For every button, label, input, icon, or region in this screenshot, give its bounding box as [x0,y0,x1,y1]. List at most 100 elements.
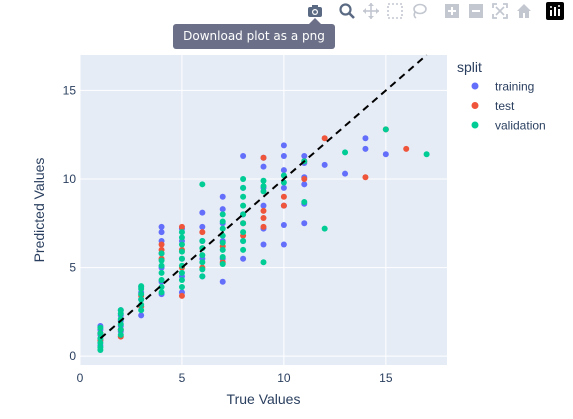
data-point-validation[interactable] [260,183,267,190]
pan-icon[interactable] [362,2,382,22]
data-point-training[interactable] [280,167,287,174]
data-point-validation[interactable] [117,326,124,333]
data-point-validation[interactable] [260,188,267,195]
data-point-training[interactable] [280,222,287,229]
data-point-training[interactable] [240,255,247,262]
data-point-training[interactable] [199,223,206,230]
legend-marker-test[interactable] [471,102,479,109]
data-point-validation[interactable] [199,181,206,188]
data-point-validation[interactable] [199,252,206,259]
data-point-validation[interactable] [301,199,308,206]
data-point-validation[interactable] [219,218,226,225]
data-point-training[interactable] [219,193,226,200]
data-point-validation[interactable] [240,246,247,253]
data-point-validation[interactable] [382,126,389,133]
data-point-validation[interactable] [321,225,328,232]
data-point-test[interactable] [403,145,410,152]
data-point-test[interactable] [158,241,165,248]
data-point-training[interactable] [342,170,349,177]
data-point-training[interactable] [301,152,308,159]
zoom-icon[interactable] [338,2,358,22]
data-point-validation[interactable] [199,266,206,273]
data-point-validation[interactable] [219,211,226,218]
data-point-training[interactable] [382,151,389,158]
data-point-validation[interactable] [342,149,349,156]
data-point-validation[interactable] [158,250,165,257]
zoom-in-icon[interactable] [443,2,463,22]
data-point-test[interactable] [260,214,267,221]
data-point-validation[interactable] [178,229,185,236]
data-point-training[interactable] [260,202,267,209]
data-point-validation[interactable] [199,259,206,266]
data-point-test[interactable] [260,154,267,161]
data-point-validation[interactable] [260,259,267,266]
zoom-out-icon[interactable] [467,2,487,22]
data-point-validation[interactable] [117,331,124,338]
camera-icon[interactable] [306,2,326,22]
data-point-training[interactable] [240,152,247,159]
data-point-training[interactable] [301,181,308,188]
data-point-training[interactable] [260,241,267,248]
data-point-validation[interactable] [178,234,185,241]
legend-marker-training[interactable] [471,82,479,90]
data-point-test[interactable] [260,223,267,230]
data-point-validation[interactable] [240,202,247,209]
data-point-test[interactable] [321,135,328,142]
data-point-validation[interactable] [240,176,247,182]
data-point-validation[interactable] [240,238,247,244]
data-point-validation[interactable] [240,184,247,191]
data-point-training[interactable] [362,145,369,152]
legend-label-test[interactable]: test [495,99,515,113]
legend-label-training[interactable]: training [495,80,534,94]
data-point-test[interactable] [199,229,206,236]
data-point-validation[interactable] [240,220,247,227]
data-point-validation[interactable] [178,241,185,248]
data-point-training[interactable] [158,223,165,230]
data-point-validation[interactable] [240,229,247,236]
data-point-test[interactable] [260,207,267,214]
data-point-validation[interactable] [178,248,185,255]
data-point-test[interactable] [362,174,369,181]
data-point-validation[interactable] [199,273,206,280]
data-point-validation[interactable] [219,261,226,268]
data-point-validation[interactable] [97,324,104,331]
data-point-test[interactable] [280,193,287,200]
data-point-validation[interactable] [158,269,165,276]
data-point-validation[interactable] [97,344,104,351]
autoscale-icon[interactable] [491,2,511,22]
data-point-validation[interactable] [138,291,145,298]
data-point-training[interactable] [362,135,369,142]
data-point-validation[interactable] [219,246,226,253]
data-point-test[interactable] [301,176,308,182]
data-point-validation[interactable] [138,296,145,303]
data-point-validation[interactable] [97,330,104,337]
data-point-training[interactable] [219,206,226,213]
data-point-validation[interactable] [158,276,165,283]
data-point-validation[interactable] [138,307,145,314]
legend-label-validation[interactable]: validation [495,119,546,133]
data-point-validation[interactable] [158,262,165,269]
data-point-test[interactable] [280,202,287,209]
data-point-validation[interactable] [178,255,185,262]
plotly-logo-icon[interactable] [546,2,566,22]
data-point-validation[interactable] [178,269,185,276]
data-point-validation[interactable] [158,284,165,291]
data-point-validation[interactable] [260,177,267,184]
data-point-training[interactable] [158,229,165,236]
data-point-validation[interactable] [138,283,145,290]
data-point-training[interactable] [280,152,287,159]
data-point-training[interactable] [280,184,287,191]
data-point-validation[interactable] [219,225,226,232]
data-point-test[interactable] [178,292,185,299]
data-point-validation[interactable] [219,239,226,246]
data-point-validation[interactable] [97,339,104,346]
data-point-validation[interactable] [158,289,165,296]
data-point-validation[interactable] [178,276,185,283]
data-point-training[interactable] [219,278,226,285]
legend-marker-validation[interactable] [471,121,479,129]
data-point-training[interactable] [138,312,145,319]
data-point-validation[interactable] [219,253,226,260]
data-point-validation[interactable] [117,307,124,314]
data-point-validation[interactable] [240,193,247,200]
data-point-training[interactable] [260,163,267,170]
